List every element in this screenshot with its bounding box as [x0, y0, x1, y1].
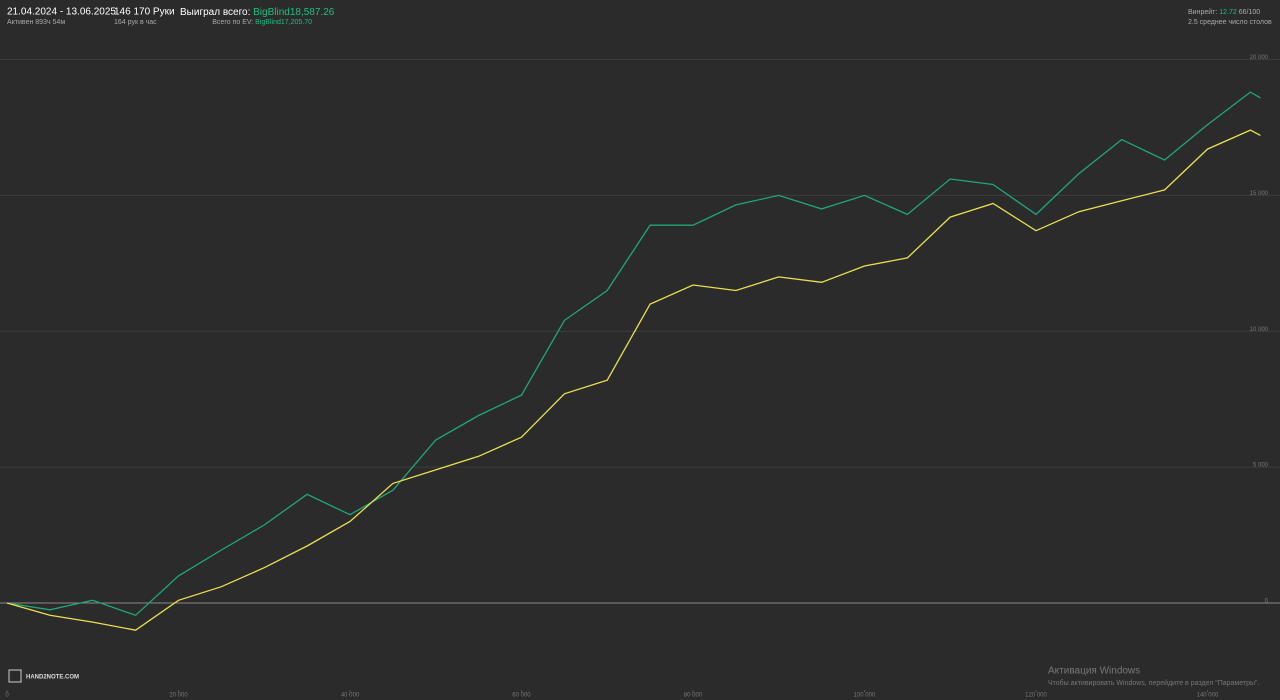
x-tick-label: 60 000 [512, 693, 531, 699]
x-tick-label: 140 000 [1197, 693, 1219, 699]
won-label: Выиграл всего: [180, 7, 250, 18]
ev-value: BigBlind17,205.70 [255, 19, 312, 26]
won-value: BigBlind18,587.26 [253, 7, 335, 18]
logo-icon [8, 669, 22, 683]
series-line [6, 91, 1261, 617]
period: 21.04.2024 - 13.06.2025 [7, 7, 116, 18]
y-tick-label: 15 000 [1250, 191, 1269, 197]
x-tick-label: 100 000 [854, 693, 876, 699]
x-tick-label: 120 000 [1025, 693, 1047, 699]
ev-total: Всего по EV: BigBlind17,205.70 [212, 19, 312, 26]
hands-per-hour: 164 рук в час [114, 19, 157, 26]
y-tick-label: 20 000 [1250, 55, 1269, 61]
won-total: Выиграл всего: BigBlind18,587.26 [180, 7, 335, 18]
winrate: Винрейт: 12.72 66/100 [1188, 8, 1260, 16]
winrate-value: 12.72 [1219, 9, 1237, 16]
x-tick-label: 40 000 [341, 693, 360, 699]
logo: HAND2NOTE.COM [26, 675, 79, 681]
tables: 2.5 среднее число столов [1188, 19, 1272, 26]
active-time: Активен 893ч 54м [7, 19, 65, 26]
x-tick-label: 20 000 [169, 693, 188, 699]
plot: 0 5 000 10 000 15 000 20 000 0 20 000 40 000 60 … [0, 55, 1280, 699]
hands: 146 170 Руки [114, 7, 175, 18]
y-tick-label: 10 000 [1250, 327, 1269, 333]
watermark-title: Активация Windows [1048, 666, 1140, 677]
winrate-rest: 66/100 [1239, 9, 1261, 16]
winrate-label: Винрейт: [1188, 8, 1217, 16]
series-line [6, 129, 1261, 631]
watermark-text: Чтобы активировать Windows, перейдите в … [1048, 679, 1260, 687]
y-tick-label: 5 000 [1253, 463, 1269, 469]
y-tick-label: 0 [1265, 599, 1269, 605]
ev-label: Всего по EV: [212, 19, 253, 26]
x-tick-label: 0 [5, 693, 9, 699]
x-tick-label: 80 000 [684, 693, 703, 699]
